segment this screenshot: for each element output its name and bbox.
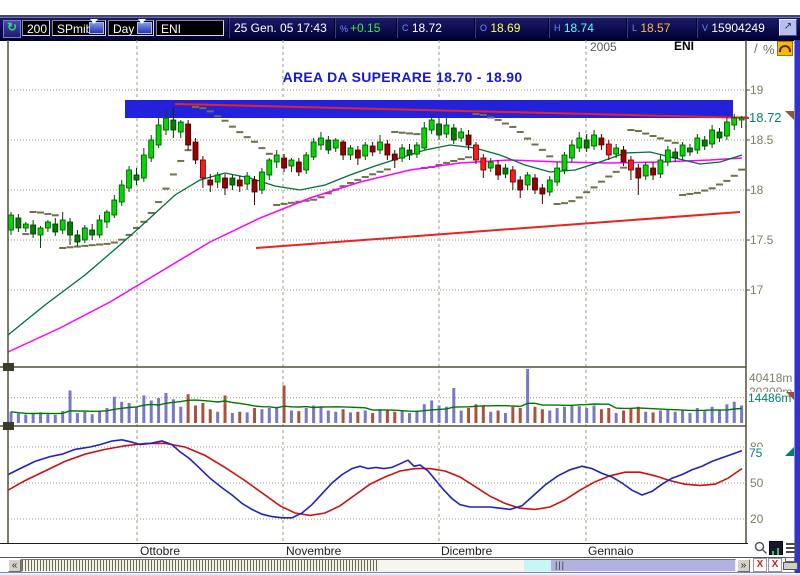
month-label: Gennaio [588, 544, 634, 558]
volume-top-label: 40418m [749, 371, 793, 385]
low-value: 18.57 [640, 21, 671, 35]
period-dropdown-button[interactable] [137, 19, 152, 38]
quote-high: H 18.74 [554, 20, 594, 36]
percent-change-icon: % [340, 24, 349, 34]
chart-instrument-label: ENI [674, 39, 695, 53]
last-osc-flag-icon [785, 447, 794, 456]
zoom-icon[interactable] [754, 541, 768, 555]
toolbar-separator [334, 18, 336, 38]
last-volume-label: 14486m [748, 391, 793, 405]
toolbar-separator [228, 18, 230, 38]
menu-icon[interactable] [784, 541, 798, 555]
scrollbar-track[interactable]: ||| [21, 559, 736, 572]
delete-all-icon[interactable]: X [768, 558, 782, 572]
month-label: Novembre [286, 544, 342, 558]
quote-low: L 18.57 [632, 20, 670, 36]
last-price-flag-icon [785, 111, 796, 122]
toolbar-separator [548, 18, 550, 38]
period-select-value: Day [113, 22, 135, 36]
scrollbar-loaded-range[interactable] [22, 560, 379, 571]
quote-toolbar: ↻ 200 SPmib Day ENI 25 Gen. 05 17:43 % +… [0, 17, 800, 41]
price-tick-label: 19 [750, 83, 764, 97]
price-tick-label: 18 [750, 183, 764, 197]
last-volume-flag-icon [786, 392, 795, 401]
close-value: 18.72 [411, 21, 442, 35]
window-right-edge [794, 40, 800, 573]
price-tick-label: 17 [750, 283, 764, 297]
quote-change: +0.15 [350, 21, 381, 35]
quote-close: C 18.72 [402, 20, 442, 36]
open-letter: O [480, 23, 488, 33]
symbol-select[interactable]: SPmib [52, 19, 106, 38]
scrollbar-top-divider [0, 557, 800, 558]
window-bottom-edge [0, 573, 800, 576]
quote-datetime: 25 Gen. 05 17:43 [234, 21, 327, 35]
open-value: 18.69 [490, 21, 521, 35]
bars-count-input[interactable]: 200 [22, 20, 50, 36]
last-osc-label: 75 [749, 446, 764, 460]
osc-tick-label: 50 [750, 476, 764, 490]
price-tick-label: 18.5 [750, 133, 774, 147]
trendline-tool-icon[interactable]: / [754, 41, 758, 56]
month-label: Ottobre [140, 544, 181, 558]
chart-annotation: AREA DA SUPERARE 18.70 - 18.90 [282, 69, 523, 85]
high-letter: H [554, 23, 561, 33]
symbol-select-value: SPmib [57, 22, 93, 36]
scroll-left-button[interactable]: « [8, 559, 21, 572]
period-select[interactable]: Day [108, 19, 154, 38]
print-icon[interactable] [783, 557, 798, 571]
price-tick-label: 17.5 [750, 233, 774, 247]
toolbar-separator [696, 18, 698, 38]
month-label: Dicembre [441, 544, 493, 558]
volume-letter: V [702, 23, 709, 33]
low-letter: L [632, 23, 638, 33]
volume-value: 15904249 [711, 21, 765, 35]
symbol-dropdown-button[interactable] [89, 19, 104, 38]
close-letter: C [402, 23, 409, 33]
toolbar-separator [626, 18, 628, 38]
scrollbar-grip[interactable]: ||| [555, 560, 566, 570]
scrollbar-bottom-divider [0, 572, 800, 573]
high-value: 18.74 [563, 21, 594, 35]
toolbar-separator [474, 18, 476, 38]
instrument-input[interactable]: ENI [156, 20, 224, 36]
window-top-divider [0, 15, 800, 17]
scrollbar-thumb[interactable]: ||| [551, 560, 735, 571]
year-label: 2005 [590, 40, 617, 54]
quote-open: O 18.69 [480, 20, 520, 36]
chart-style-icon[interactable] [769, 541, 783, 555]
last-price-label: 18.72 [749, 110, 783, 125]
osc-tick-label: 20 [750, 512, 764, 526]
quote-volume: V 15904249 [702, 20, 765, 36]
popout-icon[interactable]: ↗ [779, 19, 797, 36]
scroll-right-button[interactable]: » [737, 559, 750, 572]
time-axis-line [0, 543, 748, 544]
delete-study-icon[interactable]: X [753, 558, 767, 572]
refresh-icon[interactable]: ↻ [3, 20, 21, 38]
highlight-tool-icon[interactable] [777, 41, 793, 56]
toolbar-separator [396, 18, 398, 38]
percent-tool-icon[interactable]: % [763, 42, 775, 57]
scrollbar-highlight-range[interactable] [524, 560, 551, 571]
